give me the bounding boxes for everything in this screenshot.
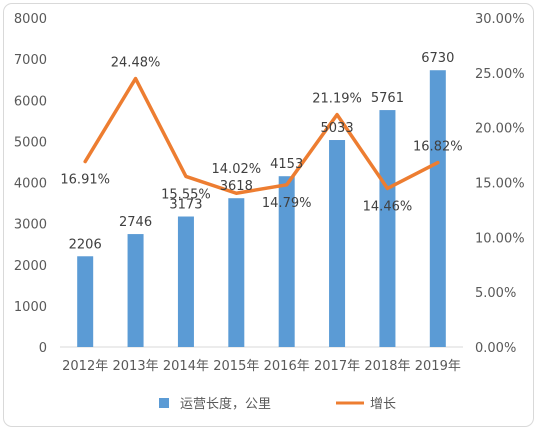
right-tick-label: 15.00% (475, 177, 525, 192)
bar-value-label: 3618 (220, 179, 253, 194)
bar (429, 70, 446, 347)
left-tick-label: 2000 (14, 259, 47, 274)
left-tick-label: 8000 (14, 12, 47, 27)
bar (77, 256, 94, 347)
line-value-label: 24.48% (111, 56, 161, 71)
bar-data-labels: 2206 2746 3173 3618 4153 5033 5761 6730 (69, 51, 455, 252)
legend-line-label: 增长 (370, 397, 396, 412)
right-axis-ticks: 0.00% 5.00% 10.00% 15.00% 20.00% 25.00% 30.00% (475, 12, 525, 356)
bar-value-label: 3173 (169, 198, 202, 213)
line-value-label: 16.82% (413, 140, 463, 155)
x-tick-label: 2019年 (415, 359, 461, 374)
bar-value-label: 2206 (69, 237, 102, 252)
bar-value-label: 5761 (371, 91, 404, 106)
x-axis-ticks: 2012年 2013年 2014年 2015年 2016年 2017年 2018年 2019年 (62, 359, 461, 374)
x-tick-label: 2018年 (364, 359, 410, 374)
x-tick-label: 2017年 (314, 359, 360, 374)
x-tick-label: 2014年 (163, 359, 209, 374)
x-tick-label: 2015年 (213, 359, 259, 374)
bar-value-label: 4153 (270, 157, 303, 172)
right-tick-label: 0.00% (475, 341, 516, 356)
bar (177, 216, 194, 347)
line-value-label: 14.02% (212, 162, 262, 177)
bar-value-label: 5033 (321, 121, 354, 136)
x-tick-label: 2012年 (62, 359, 108, 374)
left-tick-label: 0 (39, 341, 47, 356)
left-tick-label: 4000 (14, 177, 47, 192)
right-tick-label: 10.00% (475, 231, 525, 246)
bar (228, 198, 245, 347)
growth-line (83, 76, 440, 195)
bar (329, 140, 346, 347)
x-tick-label: 2013年 (113, 359, 159, 374)
left-tick-label: 5000 (14, 135, 47, 150)
legend-bar-label: 运营长度，公里 (180, 396, 271, 412)
line-value-label: 15.55% (161, 187, 211, 202)
left-tick-label: 7000 (14, 53, 47, 68)
bar-value-label: 6730 (421, 51, 454, 66)
line-value-label: 16.91% (60, 173, 110, 188)
right-tick-label: 25.00% (475, 67, 525, 82)
left-tick-label: 1000 (14, 300, 47, 315)
left-tick-label: 6000 (14, 94, 47, 109)
right-tick-label: 5.00% (475, 286, 516, 301)
line-value-label: 14.79% (262, 196, 312, 211)
line-value-label: 14.46% (363, 199, 413, 214)
x-tick-label: 2016年 (264, 359, 310, 374)
left-axis-ticks: 0 1000 2000 3000 4000 5000 6000 7000 8000 (14, 12, 47, 356)
legend-bar-swatch (159, 398, 169, 408)
bar-series (77, 70, 446, 347)
bar (278, 176, 295, 347)
right-tick-label: 30.00% (475, 12, 525, 27)
bar (127, 234, 144, 347)
line-series (83, 76, 440, 195)
line-value-label: 21.19% (312, 92, 362, 107)
bar-value-label: 2746 (119, 215, 152, 230)
right-tick-label: 20.00% (475, 122, 525, 137)
legend: 运营长度，公里 增长 (159, 396, 396, 412)
left-tick-label: 3000 (14, 218, 47, 233)
line-data-labels: 16.91% 24.48% 15.55%14.02% 14.79% 21.19% 14.4… (60, 56, 462, 215)
bar (379, 110, 396, 347)
